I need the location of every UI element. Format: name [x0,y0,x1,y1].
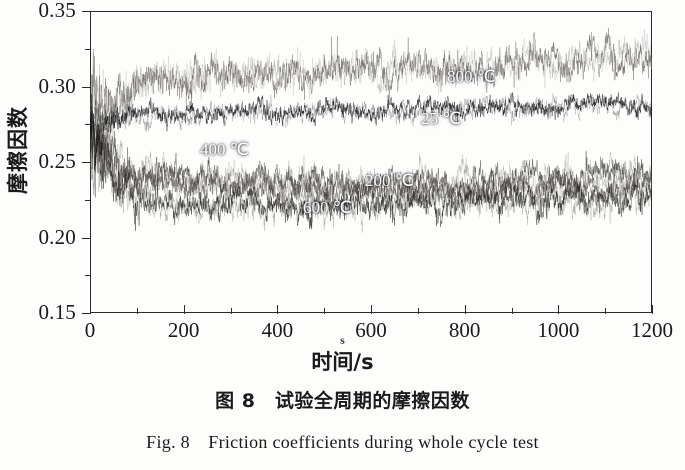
y-tick-minor [85,48,91,50]
x-tick-major [371,305,372,314]
x-tick-label: 400 [261,318,294,342]
y-tick-minor [85,275,91,277]
y-tick-major [82,86,91,88]
y-axis-title: 摩擦因数 [6,106,30,194]
x-tick-minor [136,308,138,314]
x-tick-minor [324,308,326,314]
figure-caption-chinese: 图 8 试验全周期的摩擦因数 [215,390,470,412]
y-tick-major [82,237,91,239]
y-tick-minor [85,199,91,201]
figure-caption-english: Fig. 8 Friction coefficients during whol… [146,432,539,452]
x-tick-label: 1000 [537,318,580,342]
x-axis-title: 时间/s [311,350,374,374]
x-tick-major [277,305,279,314]
x-tick-minor [511,308,513,314]
y-tick-minor [85,124,91,126]
x-axis-unit-artifact: s [340,333,345,347]
y-tick-label: 0.15 [38,300,76,324]
x-tick-minor [417,308,419,314]
x-tick-major [183,305,185,314]
y-tick-major [82,162,91,163]
x-tick-major [90,305,91,314]
friction-coefficient-traces [90,11,652,313]
y-tick-major [82,11,91,12]
x-tick-label: 0 [84,318,96,342]
y-tick-label: 0.20 [38,224,76,249]
x-tick-label: 600 [355,318,387,342]
y-tick-label: 0.35 [38,0,76,22]
x-tick-major [652,305,653,314]
y-tick-major [82,313,91,314]
x-tick-major [558,305,560,314]
y-tick-label: 0.30 [38,73,76,98]
x-tick-major [464,305,466,314]
x-tick-label: 1200 [631,318,673,342]
x-tick-label: 200 [167,318,200,342]
y-tick-label: 0.25 [38,149,76,173]
x-tick-minor [230,308,232,314]
x-tick-minor [605,308,607,314]
x-tick-label: 800 [448,318,481,342]
plot-area: 0.15 0.20 0.25 0.30 0.35 0 200 400 600 800 1000 120… [6,0,673,374]
